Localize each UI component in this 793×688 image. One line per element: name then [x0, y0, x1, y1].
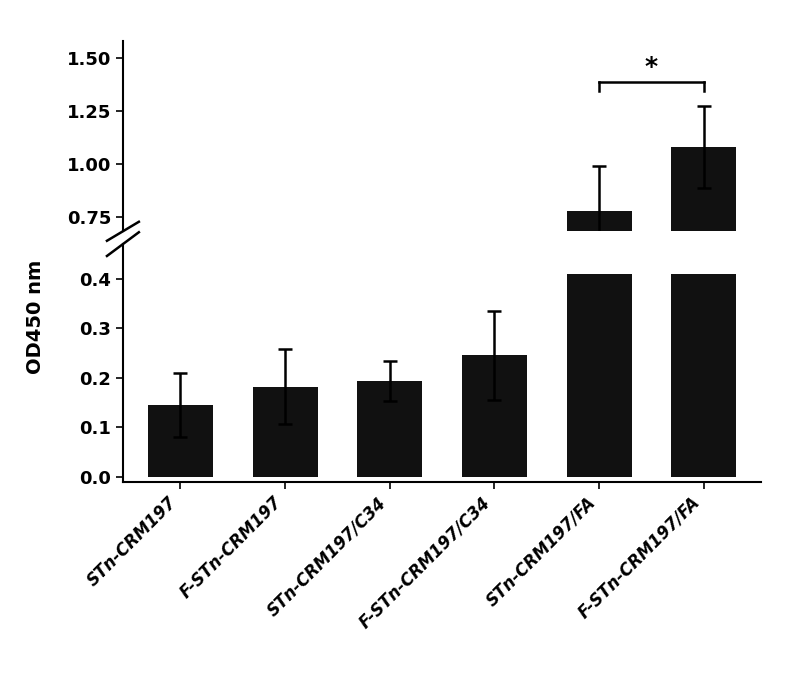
Bar: [567, 211, 631, 375]
Bar: [672, 274, 736, 477]
Bar: [253, 387, 317, 477]
Bar: [567, 274, 631, 477]
Bar: [672, 147, 736, 375]
Bar: [462, 356, 527, 477]
Text: *: *: [645, 55, 658, 79]
Text: OD450 nm: OD450 nm: [26, 259, 45, 374]
Bar: [358, 381, 422, 477]
Bar: [148, 405, 213, 477]
